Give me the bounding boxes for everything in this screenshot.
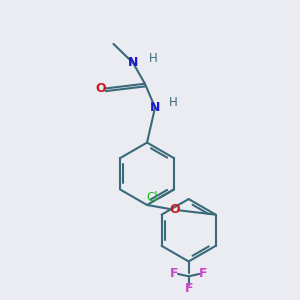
Text: N: N — [128, 56, 138, 69]
Text: F: F — [184, 282, 193, 295]
Text: Cl: Cl — [147, 191, 158, 204]
Text: H: H — [169, 96, 177, 109]
Text: N: N — [150, 101, 160, 114]
Text: O: O — [169, 203, 180, 216]
Text: F: F — [199, 267, 207, 280]
Text: F: F — [170, 267, 178, 280]
Text: H: H — [148, 52, 157, 65]
Text: O: O — [96, 82, 106, 95]
